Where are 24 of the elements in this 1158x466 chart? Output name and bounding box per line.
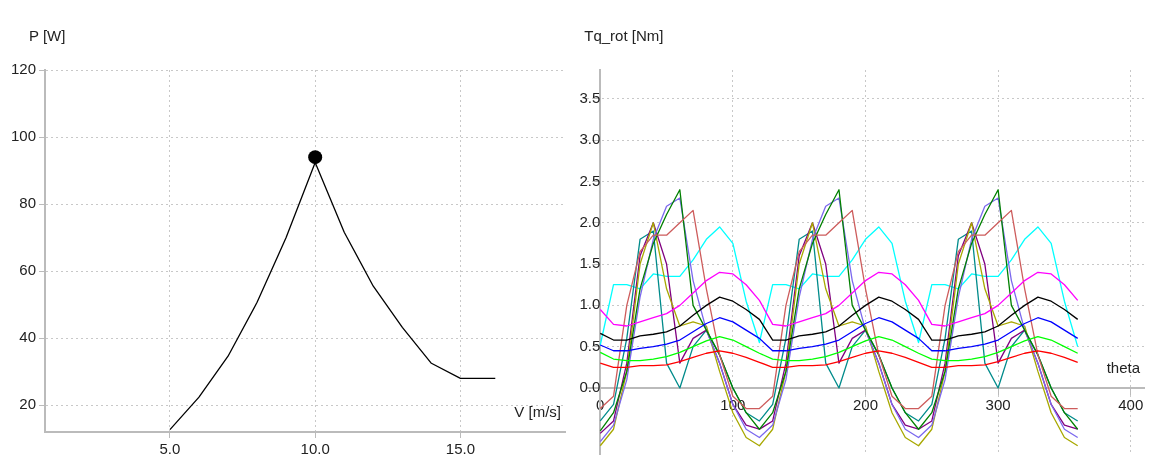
y-tick-label: 3.0 bbox=[579, 130, 601, 148]
y-tick-label: 60 bbox=[19, 261, 37, 279]
y-tick-label: 0.0 bbox=[579, 378, 601, 396]
y-tick-label: 2.0 bbox=[579, 212, 601, 230]
x-axis-title: theta bbox=[1106, 358, 1141, 376]
y-axis-title: Tq_rot [Nm] bbox=[584, 26, 664, 44]
y-tick-label: 20 bbox=[19, 395, 37, 413]
y-tick-label: 80 bbox=[19, 194, 37, 212]
y-tick-label: 3.5 bbox=[579, 89, 601, 107]
y-tick-label: 0.5 bbox=[579, 336, 601, 354]
y-tick-label: 120 bbox=[11, 60, 37, 78]
x-axis-title: V [m/s] bbox=[514, 402, 561, 420]
x-tick-label: 15.0 bbox=[445, 440, 476, 458]
y-tick-label: 1.5 bbox=[579, 254, 601, 272]
y-axis-title: P [W] bbox=[29, 26, 66, 44]
x-tick-label: 5.0 bbox=[159, 440, 181, 458]
x-tick-label: 400 bbox=[1118, 396, 1144, 414]
y-tick-label: 1.0 bbox=[579, 295, 601, 313]
x-tick-label: 10.0 bbox=[300, 440, 330, 458]
y-tick-label: 100 bbox=[11, 127, 37, 145]
y-tick-label: 40 bbox=[19, 328, 37, 346]
y-tick-label: 2.5 bbox=[579, 171, 601, 189]
x-tick-label: 300 bbox=[985, 396, 1011, 414]
x-tick-label: 200 bbox=[852, 396, 879, 414]
